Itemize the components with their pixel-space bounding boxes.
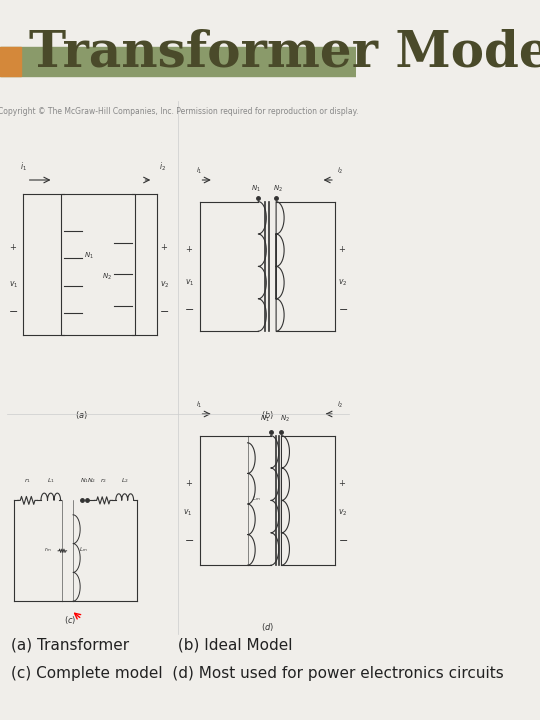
Text: $N_1$: $N_1$: [260, 414, 270, 424]
Text: +: +: [185, 245, 192, 254]
Text: (a) Transformer          (b) Ideal Model: (a) Transformer (b) Ideal Model: [11, 637, 292, 652]
Text: $v_1$: $v_1$: [9, 279, 18, 289]
Text: $(a)$: $(a)$: [76, 409, 89, 420]
Text: $i_1$: $i_1$: [196, 166, 202, 176]
Text: $r_1$: $r_1$: [24, 477, 31, 485]
Text: $r_2$: $r_2$: [100, 477, 107, 485]
Text: −: −: [9, 307, 18, 317]
Text: $r_m$: $r_m$: [44, 545, 52, 554]
Text: −: −: [185, 305, 194, 315]
Text: +: +: [185, 479, 192, 488]
Text: +: +: [9, 243, 16, 252]
Text: +: +: [339, 479, 346, 488]
Text: $L_2$: $L_2$: [121, 477, 129, 485]
Text: −: −: [339, 305, 348, 315]
Text: $(b)$: $(b)$: [261, 409, 274, 420]
Text: $v_2$: $v_2$: [339, 277, 348, 288]
Text: $N_2$: $N_2$: [102, 272, 111, 282]
Text: $(c)$: $(c)$: [64, 613, 77, 626]
Text: $L_{m}$: $L_{m}$: [252, 495, 260, 503]
Text: $N_2$: $N_2$: [273, 184, 282, 194]
Bar: [60, 194, 136, 335]
Text: $(d)$: $(d)$: [261, 621, 274, 633]
Text: $N_1$: $N_1$: [251, 184, 261, 194]
Text: $v_1$: $v_1$: [185, 277, 194, 288]
Text: (c) Complete model  (d) Most used for power electronics circuits: (c) Complete model (d) Most used for pow…: [11, 666, 503, 681]
Text: $N_2$: $N_2$: [87, 477, 96, 485]
Text: Transformer Models: Transformer Models: [29, 29, 540, 78]
Text: +: +: [339, 245, 346, 254]
Text: $i_2$: $i_2$: [336, 166, 343, 176]
Text: $L_1$: $L_1$: [47, 477, 55, 485]
Text: $v_2$: $v_2$: [339, 508, 348, 518]
Bar: [0, 47, 356, 76]
Text: −: −: [185, 536, 194, 546]
Text: $N_1$: $N_1$: [84, 251, 93, 261]
Text: −: −: [339, 536, 348, 546]
Text: $N_1$: $N_1$: [80, 477, 89, 485]
Text: $v_2$: $v_2$: [160, 279, 170, 289]
Text: Copyright © The McGraw-Hill Companies, Inc. Permission required for reproduction: Copyright © The McGraw-Hill Companies, I…: [0, 107, 359, 116]
Text: $L_m$: $L_m$: [79, 545, 88, 554]
Bar: [0, 47, 22, 76]
Text: +: +: [160, 243, 167, 252]
Text: $i_2$: $i_2$: [336, 400, 343, 410]
Text: $i_1$: $i_1$: [196, 400, 202, 410]
Text: $N_2$: $N_2$: [280, 414, 289, 424]
Text: −: −: [160, 307, 170, 317]
Text: $i_2$: $i_2$: [159, 161, 166, 173]
Text: $i_1$: $i_1$: [19, 161, 26, 173]
Text: $v_1$: $v_1$: [184, 508, 193, 518]
